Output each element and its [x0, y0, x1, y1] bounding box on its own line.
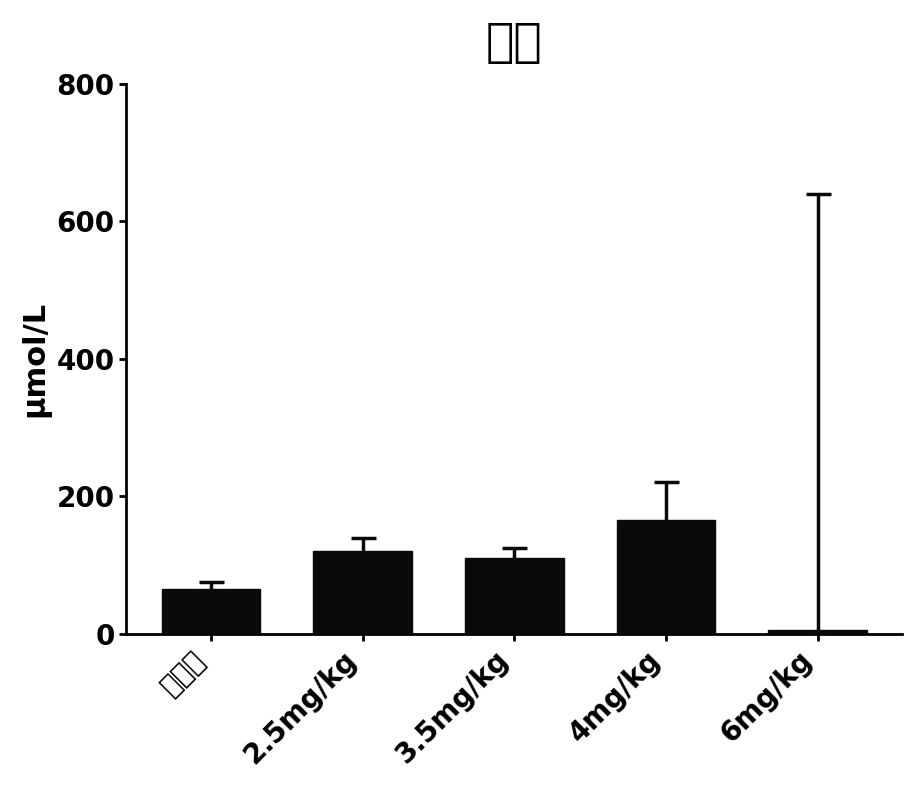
Title: 肌酔: 肌酔 — [485, 21, 543, 66]
Bar — [313, 551, 412, 634]
Bar — [465, 559, 564, 634]
Bar — [162, 589, 260, 634]
Bar — [768, 630, 867, 634]
Bar — [617, 521, 715, 634]
Y-axis label: μmol/L: μmol/L — [21, 301, 51, 417]
